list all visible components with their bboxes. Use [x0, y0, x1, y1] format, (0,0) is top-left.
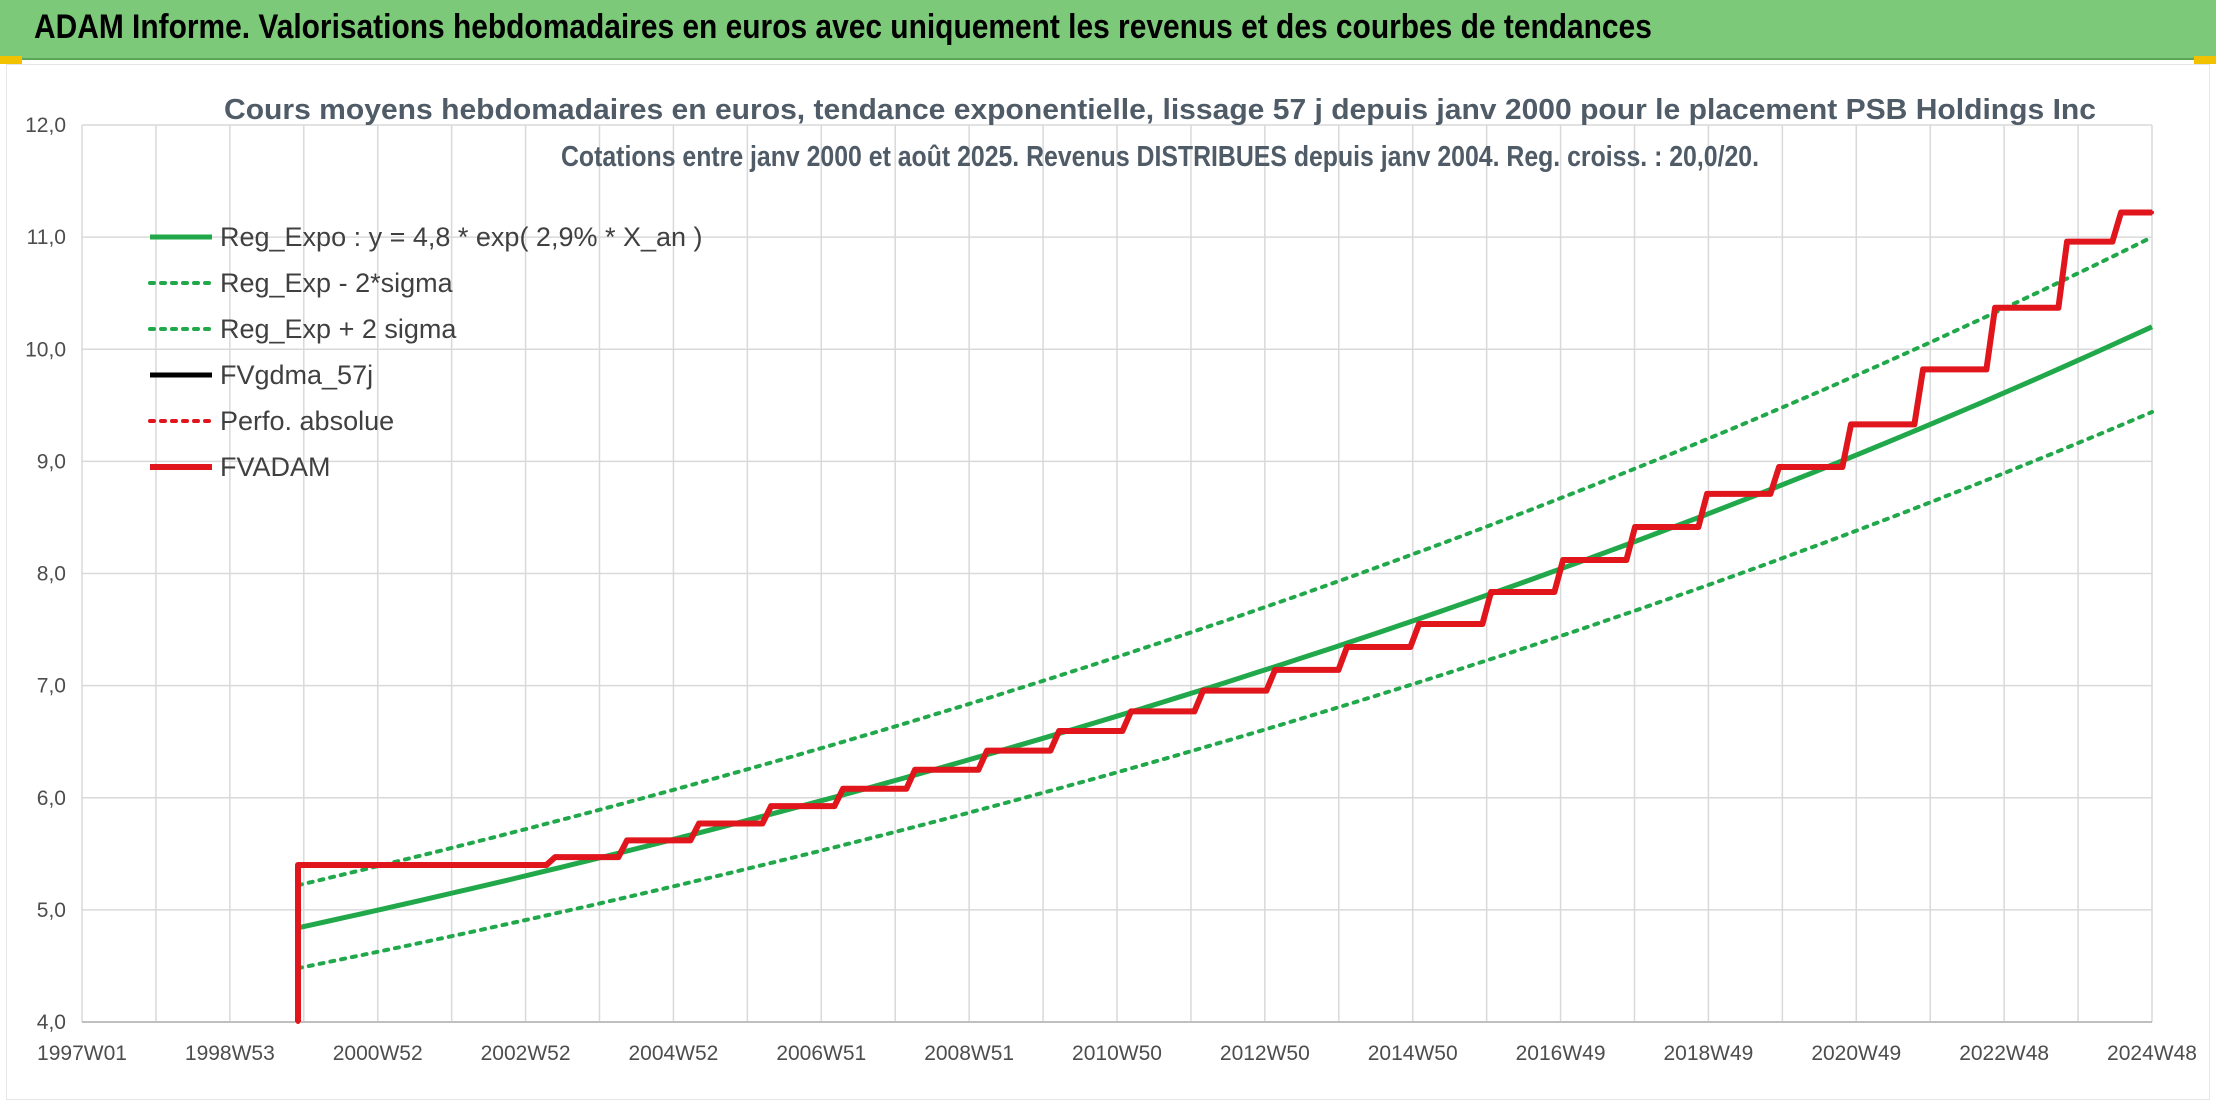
- x-tick-label: 2000W52: [333, 1042, 423, 1065]
- gridlines: [81, 124, 2153, 1023]
- chart-title: Cours moyens hebdomadaires en euros, ten…: [224, 94, 2096, 126]
- legend-label: Perfo. absolue: [220, 406, 394, 436]
- legend-label: FVADAM: [220, 452, 331, 482]
- legend-label: Reg_Exp - 2*sigma: [220, 268, 454, 298]
- chart-subtitle: Cotations entre janv 2000 et août 2025. …: [561, 141, 1759, 173]
- x-tick-label: 2014W50: [1368, 1042, 1458, 1065]
- x-tick-label: 2008W51: [924, 1042, 1014, 1065]
- x-tick-label: 2006W51: [776, 1042, 866, 1065]
- y-tick-label: 8,0: [37, 563, 66, 586]
- x-tick-label: 2020W49: [1811, 1042, 1901, 1065]
- series-line: [295, 209, 2152, 1022]
- legend: Reg_Expo : y = 4,8 * exp( 2,9% * X_an ) R…: [148, 222, 703, 482]
- y-tick-label: 6,0: [37, 787, 66, 810]
- x-tick-label: 2002W52: [481, 1042, 571, 1065]
- y-tick-label: 12,0: [25, 114, 66, 137]
- legend-label: FVgdma_57j: [220, 360, 373, 390]
- x-tick-label: 2022W48: [1959, 1042, 2049, 1065]
- y-tick-label: 11,0: [27, 226, 66, 249]
- y-tick-label: 9,0: [37, 450, 66, 473]
- x-tick-label: 2012W50: [1220, 1042, 1310, 1065]
- series-layer: [295, 209, 2154, 1024]
- x-tick-label: 2016W49: [1516, 1042, 1606, 1065]
- x-tick-label: 2024W48: [2107, 1042, 2197, 1065]
- tick-labels: 4,0 5,0 6,0 7,0 8,0 9,0 10,0 11,0 12,0 1997W01 199…: [25, 114, 2197, 1065]
- series-line: [296, 210, 2154, 1024]
- series-line: [296, 410, 2154, 971]
- x-tick-label: 2018W49: [1663, 1042, 1753, 1065]
- y-tick-label: 7,0: [37, 675, 66, 698]
- corner-mark-left: [0, 56, 22, 64]
- y-tick-label: 10,0: [25, 338, 66, 361]
- legend-label: Reg_Exp + 2 sigma: [220, 314, 457, 344]
- y-tick-label: 4,0: [37, 1011, 66, 1034]
- legend-label: Reg_Expo : y = 4,8 * exp( 2,9% * X_an ): [220, 222, 703, 252]
- x-tick-label: 1998W53: [185, 1042, 275, 1065]
- y-tick-label: 5,0: [37, 899, 66, 922]
- report-title: ADAM Informe. Valorisations hebdomadaire…: [34, 8, 1652, 46]
- x-tick-label: 2004W52: [628, 1042, 718, 1065]
- series-line: [295, 209, 2152, 1022]
- x-tick-label: 1997W01: [37, 1042, 127, 1065]
- corner-mark-right: [2194, 56, 2216, 64]
- series-line: [297, 324, 2154, 931]
- chart-frame: [6, 64, 2210, 1100]
- x-tick-label: 2010W50: [1072, 1042, 1162, 1065]
- series-line: [296, 235, 2154, 888]
- report-banner: ADAM Informe. Valorisations hebdomadaire…: [0, 0, 2216, 60]
